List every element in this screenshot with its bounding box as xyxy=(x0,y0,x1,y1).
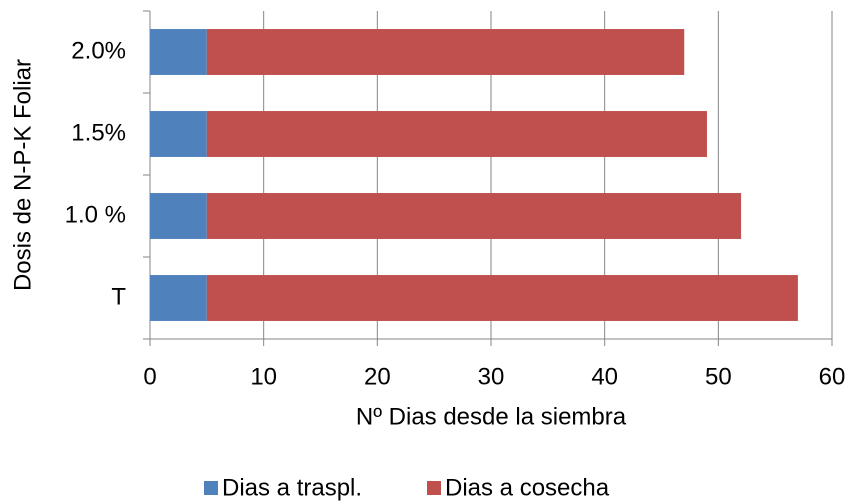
x-tick-label: 40 xyxy=(591,363,618,390)
bar-segment xyxy=(206,29,685,75)
x-tick-label: 20 xyxy=(364,363,391,390)
legend-label: Dias a traspl. xyxy=(222,474,362,501)
x-tick-label: 0 xyxy=(143,363,156,390)
x-tick-label: 30 xyxy=(478,363,505,390)
y-axis-label: Dosis de N-P-K Foliar xyxy=(9,59,36,291)
x-tick-label: 50 xyxy=(705,363,732,390)
bar-segment xyxy=(206,111,707,157)
x-tick-label: 60 xyxy=(819,363,846,390)
x-tick-label: 10 xyxy=(250,363,277,390)
legend-label: Dias a cosecha xyxy=(445,474,610,501)
y-tick-label: 2.0% xyxy=(71,37,126,64)
bar-segment xyxy=(150,193,207,239)
legend-swatch xyxy=(427,481,441,495)
bar-segment xyxy=(150,111,207,157)
bar-segment xyxy=(206,193,742,239)
x-axis-label: Nº Dias desde la siembra xyxy=(356,403,627,430)
legend-swatch xyxy=(204,481,218,495)
y-tick-label: T xyxy=(111,283,126,310)
y-tick-label: 1.0 % xyxy=(65,201,126,228)
bar-segment xyxy=(150,275,207,321)
y-tick-label: 1.5% xyxy=(71,119,126,146)
bar-segment xyxy=(150,29,207,75)
bar-segment xyxy=(206,275,798,321)
